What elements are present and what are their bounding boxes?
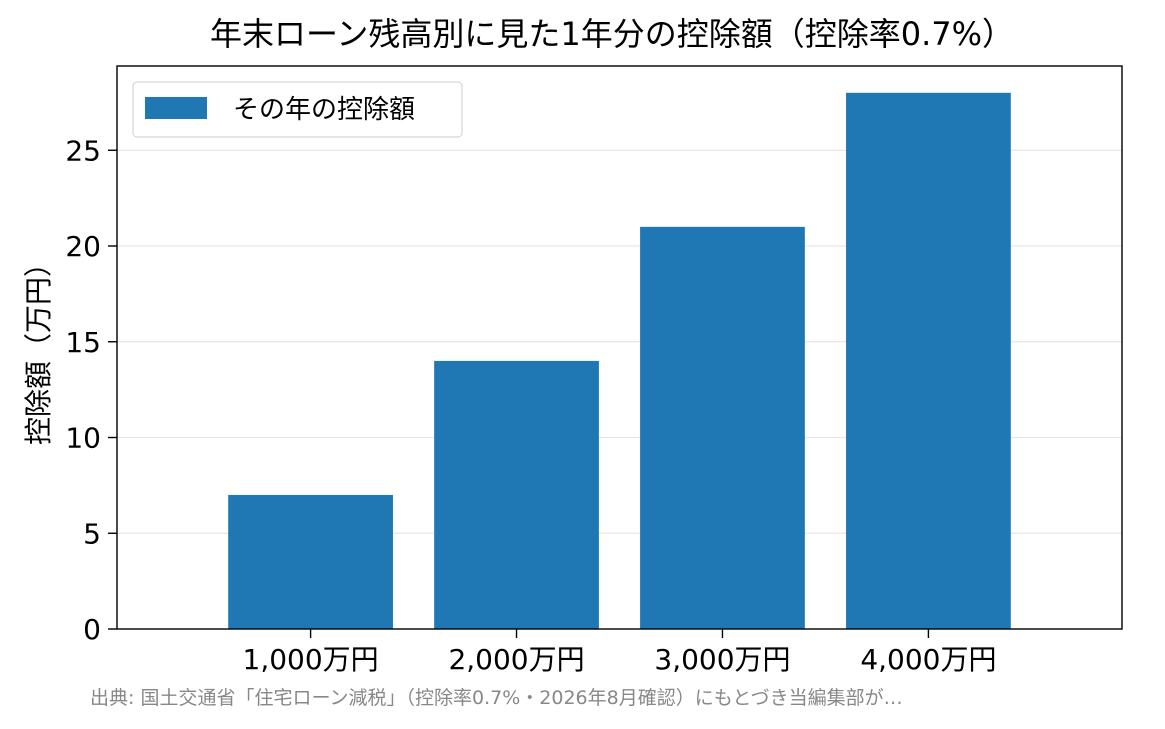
plot-frame	[116, 65, 1123, 630]
y-axis-label: 控除額（万円）	[22, 249, 55, 445]
bar-4	[846, 92, 1011, 630]
bar-2	[434, 360, 599, 629]
x-tick-label: 3,000万円	[654, 643, 790, 676]
y-axis: 0 5 10 15 20 25	[65, 134, 117, 646]
chart-title: 年末ローン残高別に見た1年分の控除額（控除率0.7%）	[210, 15, 1014, 53]
legend: その年の控除額	[132, 81, 463, 138]
y-tick-label: 15	[65, 326, 101, 359]
y-tick-label: 0	[83, 613, 101, 646]
x-tick-label: 4,000万円	[860, 643, 996, 676]
bars-group	[228, 92, 1011, 630]
x-tick-label: 1,000万円	[243, 643, 379, 676]
y-tick-label: 25	[65, 134, 101, 167]
legend-swatch	[145, 97, 207, 119]
y-tick-label: 20	[65, 230, 101, 263]
bar-1	[228, 494, 393, 629]
x-axis: 1,000万円 2,000万円 3,000万円 4,000万円	[243, 629, 996, 676]
source-note: 出典: 国土交通省「住宅ローン減税」（控除率0.7%・2026年8月確認）にもと…	[90, 687, 903, 709]
y-tick-label: 5	[83, 517, 101, 550]
legend-box	[132, 81, 463, 138]
bar-3	[640, 226, 805, 629]
y-tick-label: 10	[65, 422, 101, 455]
x-tick-label: 2,000万円	[448, 643, 584, 676]
legend-label: その年の控除額	[233, 95, 415, 125]
